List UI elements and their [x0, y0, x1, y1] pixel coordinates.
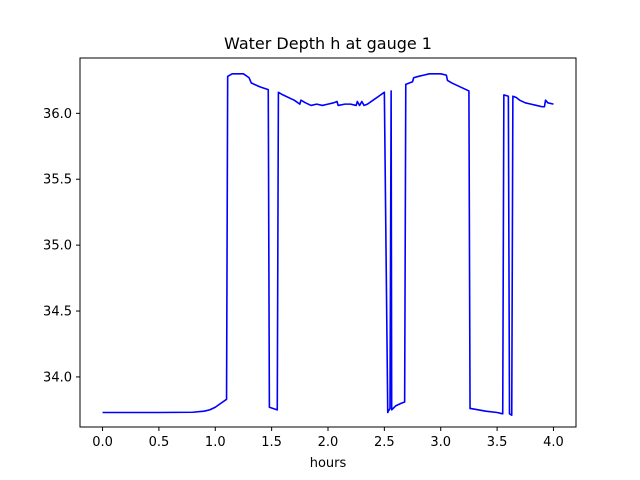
- x-tick-label: 3.5: [487, 435, 508, 450]
- x-tick-label: 1.5: [261, 435, 282, 450]
- y-tick-label: 34.5: [43, 305, 72, 320]
- y-axis: 34.0 34.5 35.0 35.5 36.0: [43, 107, 80, 385]
- y-tick-label: 35.0: [43, 239, 72, 254]
- y-tick-label: 36.0: [43, 107, 72, 122]
- x-tick-label: 4.0: [543, 435, 564, 450]
- series-line-0: [102, 73, 554, 416]
- x-tick-label: 1.0: [205, 435, 226, 450]
- x-tick-label: 2.0: [318, 435, 339, 450]
- x-axis-label: hours: [310, 456, 347, 471]
- x-tick-label: 3.0: [430, 435, 451, 450]
- chart-title: Water Depth h at gauge 1: [224, 34, 432, 53]
- x-axis: 0.0 0.5 1.0 1.5 2.0 2.5 3.0 3.5 4.0: [92, 427, 564, 450]
- x-tick-label: 2.5: [374, 435, 395, 450]
- y-tick-label: 34.0: [43, 370, 72, 385]
- x-tick-label: 0.5: [149, 435, 170, 450]
- y-tick-label: 35.5: [43, 173, 72, 188]
- x-tick-label: 0.0: [92, 435, 113, 450]
